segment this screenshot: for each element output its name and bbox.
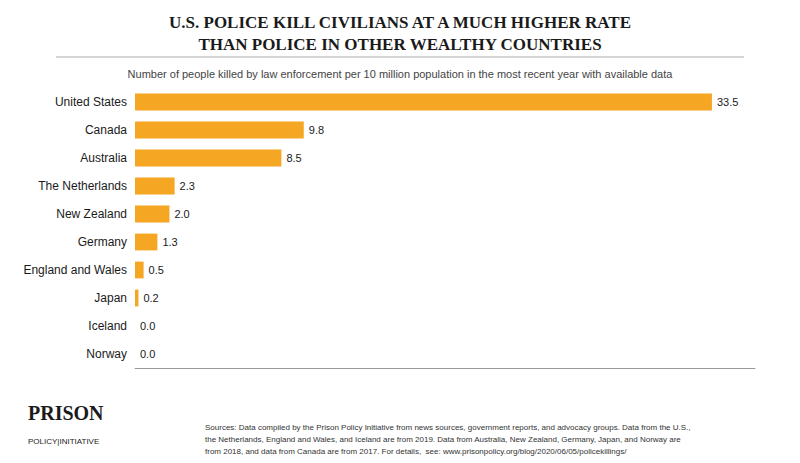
svg-text:The Netherlands: The Netherlands	[38, 179, 127, 193]
svg-text:2.0: 2.0	[174, 208, 189, 220]
svg-text:U.S. POLICE KILL CIVILIANS AT: U.S. POLICE KILL CIVILIANS AT A MUCH HIG…	[169, 13, 631, 32]
svg-text:0.5: 0.5	[149, 264, 164, 276]
svg-text:Norway: Norway	[86, 347, 127, 361]
svg-text:the Netherlands, England and W: the Netherlands, England and Wales, and …	[205, 435, 681, 444]
svg-text:Sources: Data compiled by the: Sources: Data compiled by the Prison Pol…	[205, 423, 691, 432]
svg-text:0.2: 0.2	[143, 292, 158, 304]
svg-text:New Zealand: New Zealand	[56, 207, 127, 221]
svg-text:Iceland: Iceland	[88, 319, 127, 333]
svg-text:Germany: Germany	[78, 235, 127, 249]
svg-text:1.3: 1.3	[162, 236, 177, 248]
svg-text:9.8: 9.8	[309, 124, 324, 136]
svg-text:Number of people killed by law: Number of people killed by law enforceme…	[128, 68, 674, 80]
svg-text:United States: United States	[55, 95, 127, 109]
svg-text:England and Wales: England and Wales	[23, 263, 127, 277]
svg-text:8.5: 8.5	[286, 152, 301, 164]
svg-text:from 2018, and data from Canad: from 2018, and data from Canada are from…	[205, 447, 627, 456]
svg-text:POLICY|INITIATIVE: POLICY|INITIATIVE	[28, 437, 99, 446]
svg-text:THAN POLICE IN OTHER WEALTHY C: THAN POLICE IN OTHER WEALTHY COUNTRIES	[198, 35, 601, 54]
svg-text:PRISON: PRISON	[28, 402, 104, 424]
svg-text:Canada: Canada	[85, 123, 127, 137]
svg-text:33.5: 33.5	[717, 96, 738, 108]
svg-text:Australia: Australia	[80, 151, 127, 165]
svg-text:2.3: 2.3	[180, 180, 195, 192]
svg-text:0.0: 0.0	[140, 348, 155, 360]
svg-text:0.0: 0.0	[140, 320, 155, 332]
svg-text:Japan: Japan	[94, 291, 127, 305]
